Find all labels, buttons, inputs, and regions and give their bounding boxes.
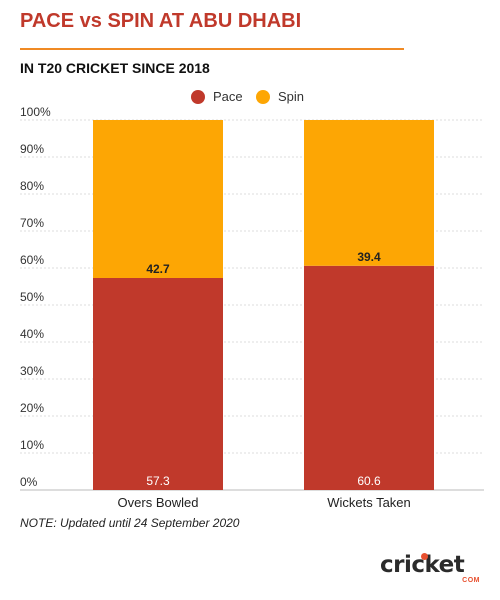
x-category-label: Wickets Taken — [327, 495, 411, 510]
y-tick-label: 80% — [20, 179, 44, 193]
legend-label-spin: Spin — [278, 89, 304, 104]
data-label: 57.3 — [146, 474, 170, 488]
data-label: 60.6 — [357, 474, 381, 488]
y-tick-label: 30% — [20, 364, 44, 378]
cricket-com-logo: cricket COM — [380, 552, 486, 584]
chart-subtitle: IN T20 CRICKET SINCE 2018 — [20, 60, 210, 76]
y-tick-label: 0% — [20, 475, 38, 489]
y-tick-label: 70% — [20, 216, 44, 230]
chart-title: PACE vs SPIN AT ABU DHABI — [20, 10, 302, 32]
legend-swatch-spin — [256, 90, 270, 104]
logo-suffix: COM — [462, 577, 480, 584]
legend-swatch-pace — [191, 90, 205, 104]
y-tick-label: 40% — [20, 327, 44, 341]
bar-spin-2 — [304, 120, 434, 266]
legend-label-pace: Pace — [213, 89, 243, 104]
title-underline — [20, 48, 404, 50]
x-axis-category-labels: Overs Bowled Wickets Taken — [118, 495, 411, 510]
footnote: NOTE: Updated until 24 September 2020 — [20, 516, 240, 530]
bar-spin-1 — [93, 120, 223, 278]
y-tick-label: 50% — [20, 290, 44, 304]
y-tick-label: 60% — [20, 253, 44, 267]
bar-pace-1 — [93, 277, 223, 490]
data-label: 42.7 — [146, 262, 170, 276]
y-tick-label: 10% — [20, 438, 44, 452]
x-category-label: Overs Bowled — [118, 495, 199, 510]
legend: Pace Spin — [191, 89, 304, 104]
bar-pace-2 — [304, 265, 434, 490]
y-axis-tick-labels: 0% 10% 20% 30% 40% 50% 60% 70% 80% 90% 100% — [20, 105, 51, 489]
data-label: 39.4 — [357, 250, 381, 264]
y-tick-label: 20% — [20, 401, 44, 415]
y-tick-label: 90% — [20, 142, 44, 156]
bars: 57.3 42.7 60.6 39.4 — [93, 120, 434, 490]
logo-dot-icon — [421, 553, 428, 560]
y-tick-label: 100% — [20, 105, 51, 119]
